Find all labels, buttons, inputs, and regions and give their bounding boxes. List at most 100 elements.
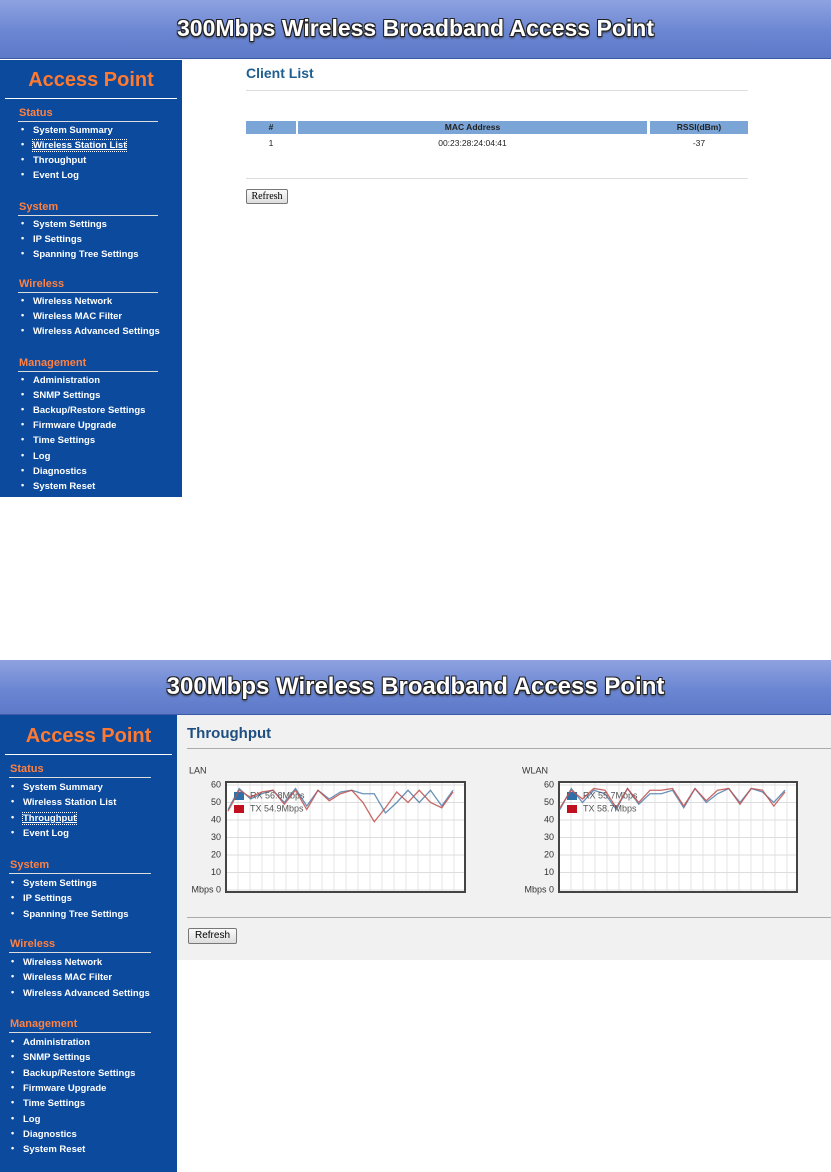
nav-link[interactable]: Backup/Restore Settings — [23, 1067, 136, 1079]
nav-link[interactable]: Wireless Advanced Settings — [33, 326, 160, 338]
bullet: • — [11, 1127, 15, 1138]
nav-link[interactable]: Administration — [23, 1037, 91, 1048]
table-cell: -37 — [692, 138, 706, 148]
sidebar-title: Access Point — [25, 725, 152, 747]
nav-link[interactable]: Diagnostics — [33, 465, 87, 477]
nav-link[interactable]: Event Log — [23, 827, 69, 839]
y-tick-label: 20 — [544, 849, 554, 859]
bullet: • — [11, 1036, 15, 1046]
nav-link[interactable]: Administration — [33, 375, 101, 386]
section-rule — [18, 121, 158, 122]
bullet: • — [21, 295, 25, 305]
nav-link[interactable]: Backup/Restore Settings — [33, 405, 146, 417]
nav-link[interactable]: Wireless Station List — [31, 139, 128, 153]
header-bar: 300Mbps Wireless Broadband Access Point — [0, 660, 831, 715]
nav-link[interactable]: Diagnostics — [23, 1128, 77, 1140]
nav-link[interactable]: Firmware Upgrade — [33, 420, 117, 432]
section-title: System — [10, 859, 50, 871]
sidebar-title-rule — [5, 98, 177, 99]
nav-link[interactable]: Spanning Tree Settings — [23, 908, 129, 920]
nav-link[interactable]: Log — [23, 1113, 41, 1125]
bullet: • — [21, 434, 25, 445]
bullet: • — [21, 154, 25, 165]
nav-link[interactable]: Spanning Tree Settings — [33, 249, 139, 261]
bullet: • — [21, 419, 25, 430]
nav-link[interactable]: Throughput — [21, 811, 78, 825]
bullet: • — [21, 124, 25, 134]
section-rule — [18, 371, 158, 372]
y-tick-label: 30 — [211, 832, 221, 842]
rule — [246, 90, 748, 91]
series-line — [227, 787, 454, 815]
bullet: • — [11, 1066, 15, 1077]
bullet: • — [21, 374, 25, 384]
y-tick-label: 10 — [211, 867, 221, 877]
nav-link[interactable]: SNMP Settings — [23, 1052, 91, 1064]
table-header: # — [246, 121, 296, 134]
bullet: • — [11, 781, 15, 791]
refresh-button[interactable]: Refresh — [246, 189, 288, 204]
table-cell: 1 — [268, 138, 274, 148]
table-header: MAC Address — [298, 121, 647, 134]
section-rule — [9, 873, 151, 874]
legend-swatch — [234, 792, 244, 800]
y-tick-label: 50 — [211, 797, 221, 807]
bullet: • — [21, 325, 25, 336]
section-rule — [18, 215, 158, 216]
chart-title: LAN — [189, 765, 207, 775]
legend-swatch — [567, 792, 577, 800]
nav-link[interactable]: System Summary — [33, 125, 113, 136]
sidebar-title: Access Point — [28, 69, 154, 91]
table-header: RSSI(dBm) — [650, 121, 748, 134]
bullet: • — [21, 479, 25, 490]
nav-link[interactable]: SNMP Settings — [33, 390, 101, 402]
nav-link[interactable]: IP Settings — [23, 893, 72, 905]
nav-link[interactable]: System Reset — [23, 1144, 86, 1156]
bullet: • — [21, 389, 25, 400]
nav-link[interactable]: Wireless Network — [33, 296, 113, 307]
nav-link[interactable]: Wireless Advanced Settings — [23, 987, 150, 999]
nav-link[interactable]: System Settings — [33, 219, 107, 230]
bullet: • — [11, 971, 15, 982]
nav-link[interactable]: Time Settings — [33, 435, 96, 447]
nav-link[interactable]: Throughput — [33, 155, 87, 167]
nav-link[interactable]: IP Settings — [33, 234, 82, 246]
sidebar — [0, 715, 177, 1172]
section-rule — [9, 1032, 151, 1033]
nav-link[interactable]: System Reset — [33, 480, 96, 492]
rule — [187, 748, 831, 749]
bullet: • — [11, 796, 15, 807]
y-tick-label: 10 — [544, 867, 554, 877]
nav-link[interactable]: Wireless MAC Filter — [33, 311, 123, 323]
page-title: Throughput — [187, 725, 272, 742]
header-title: 300Mbps Wireless Broadband Access Point — [166, 672, 665, 700]
y-tick-label: 20 — [211, 849, 221, 859]
bullet: • — [11, 1081, 15, 1092]
nav-link[interactable]: Event Log — [33, 170, 79, 182]
y-tick-label: Mbps 0 — [524, 884, 554, 894]
nav-link[interactable]: Firmware Upgrade — [23, 1082, 107, 1094]
plot-border — [225, 781, 466, 893]
rule — [187, 917, 831, 918]
nav-link[interactable]: System Settings — [23, 878, 97, 889]
nav-link[interactable]: Time Settings — [23, 1098, 86, 1110]
bullet: • — [11, 1143, 15, 1154]
section-rule — [9, 777, 151, 778]
nav-link[interactable]: Wireless MAC Filter — [23, 972, 113, 984]
nav-link[interactable]: Wireless Network — [23, 957, 103, 968]
bullet: • — [21, 464, 25, 475]
section-title: Management — [10, 1018, 78, 1030]
y-tick-label: 40 — [544, 814, 554, 824]
legend-swatch — [567, 805, 577, 813]
refresh-button[interactable]: Refresh — [188, 928, 237, 944]
nav-link[interactable]: Log — [33, 450, 51, 462]
bullet: • — [21, 404, 25, 415]
nav-link[interactable]: System Summary — [23, 782, 103, 793]
nav-link[interactable]: Wireless Station List — [23, 797, 117, 809]
bullet: • — [21, 218, 25, 228]
y-tick-label: 40 — [211, 814, 221, 824]
section-title: Wireless — [10, 938, 56, 950]
header-title: 300Mbps Wireless Broadband Access Point — [177, 15, 654, 42]
